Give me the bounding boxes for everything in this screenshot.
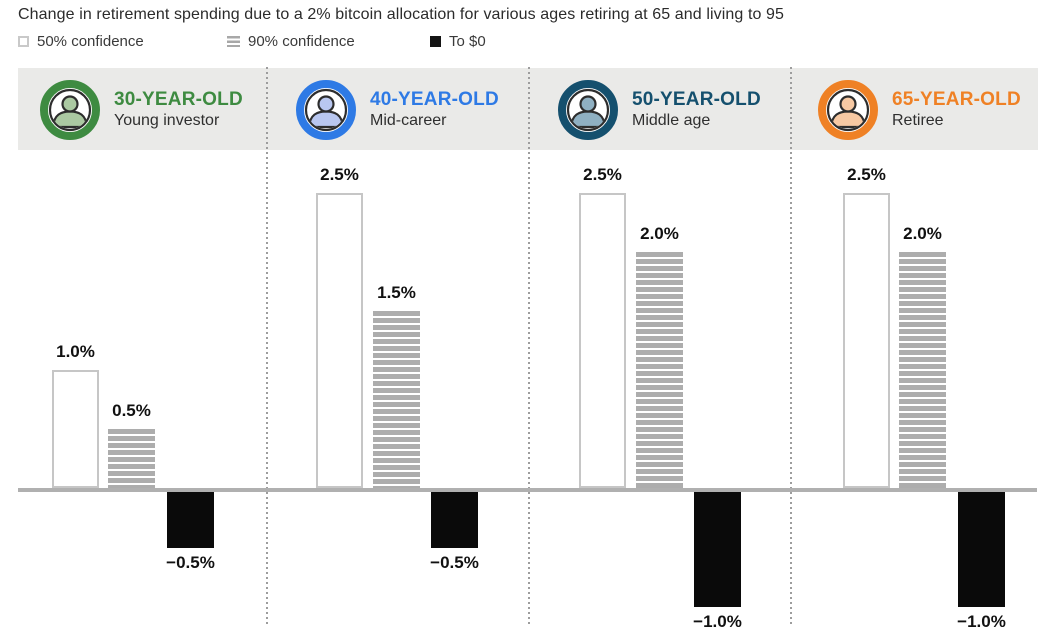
zero-baseline-axis	[18, 488, 1037, 492]
bar-to-zero	[694, 492, 741, 607]
bar-value-label: 2.5%	[847, 165, 886, 184]
bar-value-label: 1.5%	[377, 283, 416, 302]
bar-value-label: −0.5%	[166, 553, 215, 572]
persona-avatar-icon	[818, 80, 878, 140]
legend-label: 50% confidence	[37, 32, 144, 50]
persona-age-label: 50-YEAR-OLD	[632, 88, 761, 110]
legend-label: To $0	[449, 32, 486, 50]
chart-title: Change in retirement spending due to a 2…	[18, 6, 785, 23]
bar-to-zero	[167, 492, 214, 548]
column-separator-dotted-line	[790, 67, 792, 624]
persona-age-label: 65-YEAR-OLD	[892, 88, 1021, 110]
bar-value-label: 2.5%	[583, 165, 622, 184]
black-swatch-icon	[430, 35, 441, 47]
bar-value-label: −1.0%	[957, 612, 1006, 631]
bar-value-label: −1.0%	[693, 612, 742, 631]
bar-50-confidence	[579, 193, 626, 488]
bar-to-zero	[431, 492, 478, 548]
bar-90-confidence	[636, 252, 683, 488]
persona-subtitle: Young investor	[114, 112, 220, 130]
bar-50-confidence	[843, 193, 890, 488]
persona-avatar-icon	[558, 80, 618, 140]
persona-text: 30-YEAR-OLD Young investor	[114, 88, 243, 133]
persona-subtitle: Middle age	[632, 112, 711, 130]
bar-50-confidence	[316, 193, 363, 488]
bar-value-label: −0.5%	[430, 553, 479, 572]
persona-avatar-icon	[296, 80, 356, 140]
bar-value-label: 2.0%	[640, 224, 679, 243]
persona-text: 50-YEAR-OLD Middle age	[632, 88, 761, 133]
persona-50-year-old: 50-YEAR-OLD Middle age	[558, 80, 761, 140]
persona-65-year-old: 65-YEAR-OLD Retiree	[818, 80, 1021, 140]
column-separator-dotted-line	[528, 67, 530, 624]
bar-90-confidence	[373, 311, 420, 488]
bar-value-label: 2.0%	[903, 224, 942, 243]
striped-swatch-icon	[227, 35, 240, 47]
persona-subtitle: Retiree	[892, 112, 944, 130]
legend-item-50-confidence: 50% confidence	[18, 32, 144, 50]
bar-90-confidence	[899, 252, 946, 488]
persona-subtitle: Mid-career	[370, 112, 447, 130]
persona-avatar-icon	[40, 80, 100, 140]
persona-text: 40-YEAR-OLD Mid-career	[370, 88, 499, 133]
persona-age-label: 40-YEAR-OLD	[370, 88, 499, 110]
column-separator-dotted-line	[266, 67, 268, 624]
bar-value-label: 2.5%	[320, 165, 359, 184]
bar-value-label: 0.5%	[112, 401, 151, 420]
bar-50-confidence	[52, 370, 99, 488]
legend-item-90-confidence: 90% confidence	[227, 32, 355, 50]
bar-value-label: 1.0%	[56, 342, 95, 361]
legend-item-to-zero: To $0	[430, 32, 486, 50]
outline-swatch-icon	[18, 35, 29, 47]
bar-to-zero	[958, 492, 1005, 607]
persona-30-year-old: 30-YEAR-OLD Young investor	[40, 80, 243, 140]
bar-90-confidence	[108, 429, 155, 488]
legend-label: 90% confidence	[248, 32, 355, 50]
persona-text: 65-YEAR-OLD Retiree	[892, 88, 1021, 133]
persona-age-label: 30-YEAR-OLD	[114, 88, 243, 110]
persona-40-year-old: 40-YEAR-OLD Mid-career	[296, 80, 499, 140]
